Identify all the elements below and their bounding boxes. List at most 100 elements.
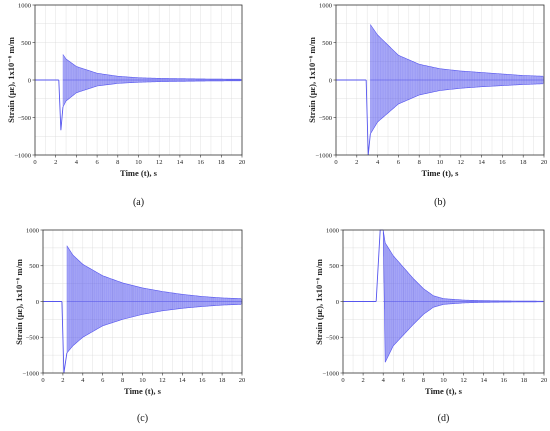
x-tick-label: 20 <box>541 159 548 166</box>
x-axis: 0 2 4 6 8 10 12 14 16 18 20 <box>41 373 245 384</box>
y-tick-label: −500 <box>319 115 332 122</box>
x-tick-label: 18 <box>520 159 527 166</box>
x-tick-label: 18 <box>218 159 225 166</box>
x-tick-label: 10 <box>139 377 146 384</box>
x-tick-label: 12 <box>458 159 465 166</box>
x-tick-label: 16 <box>499 159 506 166</box>
x-axis-label: Time (t), s <box>425 386 463 396</box>
y-tick-label: 0 <box>28 77 31 84</box>
y-axis: −1000 −500 0 500 1000 <box>22 227 43 377</box>
series-0 <box>35 54 242 131</box>
chart-panel-a: 0 2 4 6 8 10 12 14 16 18 20 −1000 −500 0 500 1000 Time (… <box>6 2 245 208</box>
x-tick-label: 0 <box>33 159 36 166</box>
x-axis-label: Time (t), s <box>422 168 460 178</box>
x-tick-label: 0 <box>341 377 344 384</box>
y-axis-label: Strain (με), 1x10⁻⁶ m/m <box>6 37 16 123</box>
x-tick-label: 2 <box>54 159 57 166</box>
x-tick-label: 14 <box>179 377 186 384</box>
x-tick-label: 16 <box>197 159 204 166</box>
panel-label: (a) <box>133 197 144 208</box>
x-tick-label: 10 <box>437 159 444 166</box>
chart-panel-b: 0 2 4 6 8 10 12 14 16 18 20 −1000 −500 0 500 1000 Time (… <box>307 2 547 208</box>
y-tick-label: −500 <box>18 115 31 122</box>
y-tick-label: −1000 <box>22 370 39 377</box>
panel-label: (b) <box>434 197 446 208</box>
y-tick-label: −1000 <box>315 152 332 159</box>
x-tick-label: 8 <box>121 377 124 384</box>
series-oscillation <box>66 245 243 353</box>
x-tick-label: 2 <box>361 377 364 384</box>
x-tick-label: 4 <box>81 377 85 384</box>
y-tick-label: 0 <box>336 299 339 306</box>
y-tick-label: 500 <box>322 40 332 47</box>
series-envelope-upper <box>370 24 543 77</box>
x-tick-label: 14 <box>478 159 485 166</box>
y-tick-label: 1000 <box>26 227 39 234</box>
x-tick-label: 4 <box>75 159 79 166</box>
x-tick-label: 0 <box>334 159 337 166</box>
x-tick-label: 10 <box>440 377 447 384</box>
series-transient <box>58 79 64 131</box>
x-axis-label: Time (t), s <box>124 386 162 396</box>
x-axis-label: Time (t), s <box>120 168 158 178</box>
x-tick-label: 20 <box>541 377 548 384</box>
y-tick-label: −1000 <box>14 152 31 159</box>
x-tick-label: 4 <box>382 377 386 384</box>
y-tick-label: 1000 <box>18 2 31 9</box>
x-tick-label: 20 <box>239 159 246 166</box>
panel-label: (d) <box>438 413 450 424</box>
series-envelope-upper <box>382 229 543 302</box>
y-tick-label: 0 <box>36 299 39 306</box>
x-axis: 0 2 4 6 8 10 12 14 16 18 20 <box>341 373 547 384</box>
series-envelope-upper <box>66 245 242 299</box>
y-tick-label: 500 <box>329 263 339 270</box>
x-tick-label: 10 <box>135 159 142 166</box>
y-axis: −1000 −500 0 500 1000 <box>322 227 343 377</box>
series-envelope-lower <box>382 229 543 363</box>
x-tick-label: 4 <box>376 159 380 166</box>
y-axis-label: Strain (με), 1x10⁻⁶ m/m <box>14 259 24 345</box>
x-tick-label: 6 <box>101 377 105 384</box>
x-tick-label: 16 <box>501 377 508 384</box>
x-tick-label: 14 <box>480 377 487 384</box>
x-tick-label: 14 <box>177 159 184 166</box>
series-envelope-lower <box>66 304 242 354</box>
chart-panel-c: 0 2 4 6 8 10 12 14 16 18 20 −1000 −500 0 500 1000 Time (… <box>14 227 245 424</box>
x-tick-label: 6 <box>95 159 99 166</box>
y-axis-label: Strain (με), 1x10⁻⁶ m/m <box>314 259 324 345</box>
series-envelope-upper <box>62 54 241 80</box>
x-tick-label: 6 <box>402 377 406 384</box>
x-tick-label: 16 <box>199 377 206 384</box>
y-tick-label: 1000 <box>326 227 339 234</box>
y-tick-label: 1000 <box>319 2 332 9</box>
y-tick-label: 0 <box>329 77 332 84</box>
series-envelope-lower <box>62 80 241 108</box>
x-axis: 0 2 4 6 8 10 12 14 16 18 20 <box>33 155 245 166</box>
y-tick-label: 500 <box>29 263 39 270</box>
x-tick-label: 20 <box>239 377 246 384</box>
x-tick-label: 12 <box>460 377 467 384</box>
x-tick-label: 8 <box>116 159 119 166</box>
x-tick-label: 2 <box>61 377 64 384</box>
x-tick-label: 12 <box>159 377 166 384</box>
series-0 <box>336 24 544 156</box>
y-tick-label: −500 <box>26 335 39 342</box>
y-axis-label: Strain (με), 1x10⁻⁶ m/m <box>307 37 317 123</box>
chart-panel-d: 0 2 4 6 8 10 12 14 16 18 20 −1000 −500 0 500 1000 Time (… <box>314 227 547 424</box>
x-tick-label: 2 <box>355 159 358 166</box>
y-tick-label: −500 <box>326 335 339 342</box>
panel-label: (c) <box>137 413 148 424</box>
x-tick-label: 12 <box>156 159 163 166</box>
x-axis: 0 2 4 6 8 10 12 14 16 18 20 <box>334 155 547 166</box>
x-tick-label: 18 <box>521 377 528 384</box>
x-tick-label: 18 <box>219 377 226 384</box>
y-tick-label: 500 <box>21 40 31 47</box>
x-tick-label: 6 <box>397 159 401 166</box>
y-tick-label: −1000 <box>322 370 339 377</box>
series-envelope-lower <box>370 83 543 135</box>
x-tick-label: 8 <box>422 377 425 384</box>
x-tick-label: 8 <box>418 159 421 166</box>
y-axis: −1000 −500 0 500 1000 <box>14 2 35 159</box>
